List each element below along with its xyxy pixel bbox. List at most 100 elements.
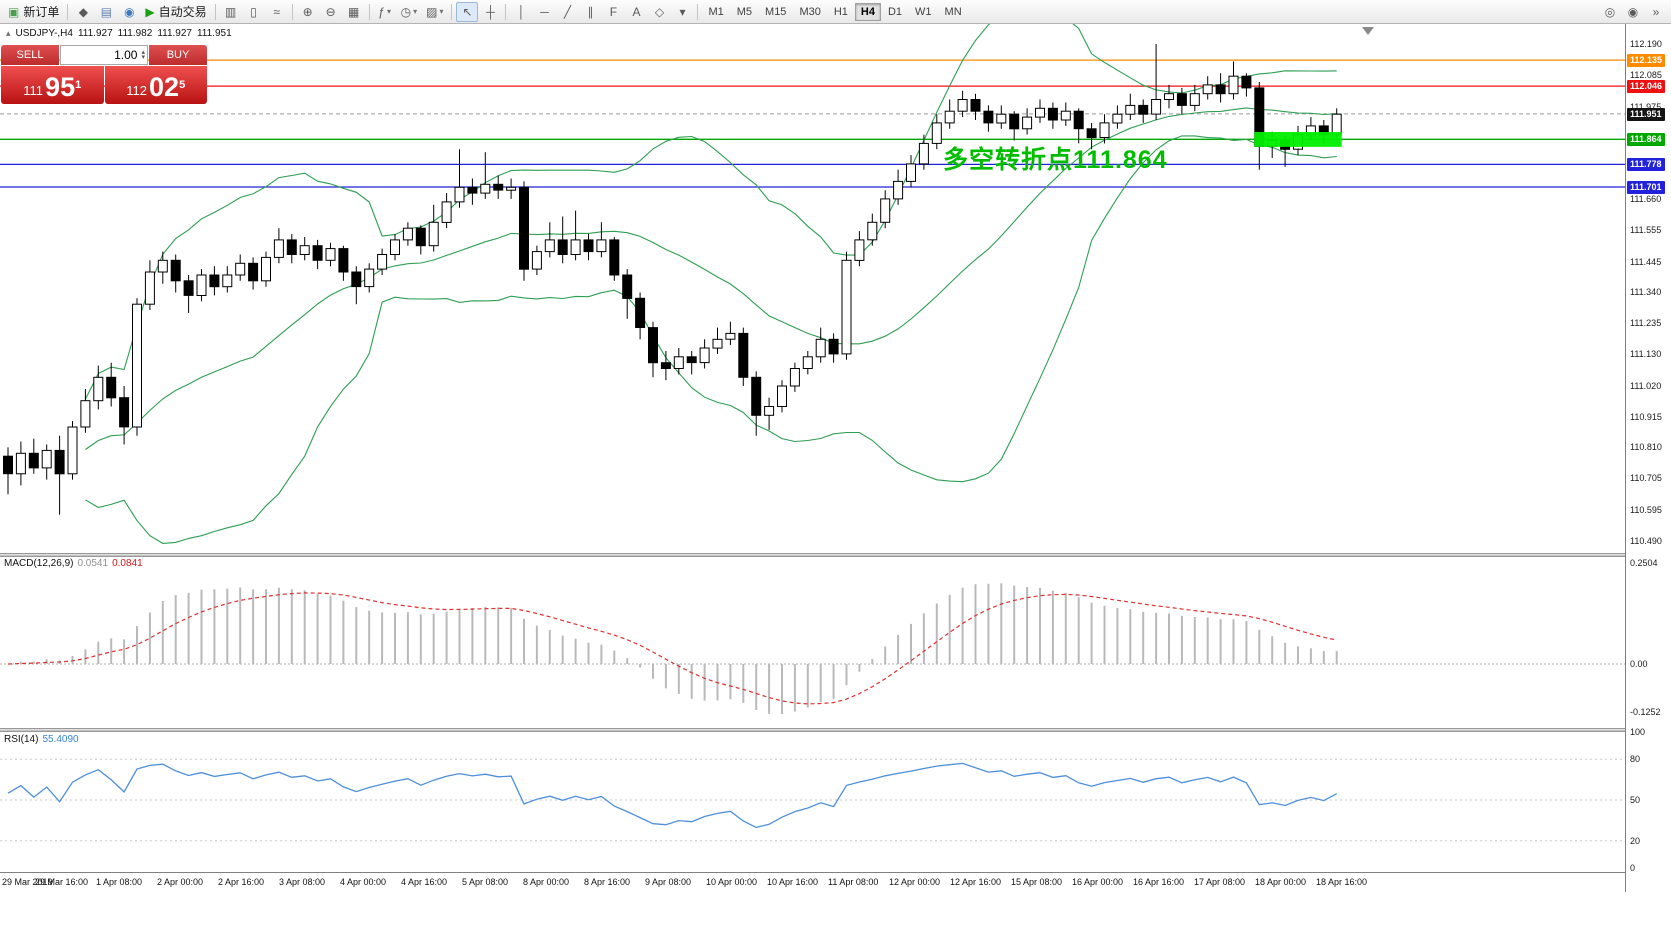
candle-chart-type-button[interactable]: ▯: [243, 2, 265, 22]
timeframe-m30-button[interactable]: M30: [799, 5, 821, 18]
autotrade-button[interactable]: ▶ 自动交易: [141, 2, 210, 22]
toolbar-separator: [451, 3, 453, 20]
line-chart-type-icon: ≈: [273, 4, 280, 19]
crosshair-button[interactable]: ┼: [479, 2, 501, 22]
price-tick: 110.810: [1630, 442, 1662, 452]
macd-scale-tick: 0.2504: [1630, 558, 1658, 568]
turning-point-annotation[interactable]: 多空转折点111.864: [943, 146, 1168, 174]
buy-button[interactable]: 112 02 5: [104, 66, 207, 104]
bar-chart-type-icon: ▥: [224, 4, 237, 19]
vertical-line-icon: │: [517, 4, 526, 19]
zoom-in-icon: ⊕: [302, 4, 313, 19]
timeframe-w1-button[interactable]: W1: [915, 5, 932, 18]
time-label: 16 Apr 00:00: [1072, 877, 1124, 887]
price-tick: 110.705: [1630, 473, 1662, 483]
candles: [3, 44, 1342, 515]
zoom-out-button[interactable]: ⊖: [320, 2, 342, 22]
periods-dropdown-icon[interactable]: ▾: [413, 7, 418, 16]
timeframe-mn-button[interactable]: MN: [944, 5, 962, 18]
new-order-button[interactable]: ▣ 新订单: [4, 2, 63, 22]
horizontal-level-lines[interactable]: [0, 59, 1625, 188]
buy-price-prefix: 112: [126, 83, 148, 98]
time-label: 29 Mar 16:00: [35, 877, 89, 887]
toolbar-separator: [368, 3, 370, 20]
time-label: 2 Apr 00:00: [157, 877, 204, 887]
volume-field[interactable]: 1.00 ▴ ▾: [60, 45, 148, 65]
timeframe-h1-button[interactable]: H1: [833, 5, 848, 18]
indicators-dropdown-icon[interactable]: ▾: [386, 7, 391, 16]
text-tool-icon: A: [632, 4, 641, 19]
zoom-in-button[interactable]: ⊕: [297, 2, 319, 22]
macd-signal-value: 0.0841: [112, 558, 143, 569]
search-icon-button[interactable]: ◎: [1599, 2, 1621, 22]
time-label: 2 Apr 16:00: [218, 877, 265, 887]
toolbar-separator: [697, 3, 699, 20]
sell-button[interactable]: 111 95 1: [1, 66, 104, 104]
volume-down-icon[interactable]: ▾: [141, 54, 145, 61]
navigator-icon-icon: ◉: [124, 4, 135, 19]
cursor-button[interactable]: ↖: [456, 1, 479, 22]
channel-icon: ∥: [587, 4, 594, 19]
timeframe-d1-button[interactable]: D1: [887, 5, 903, 18]
toolbar-overflow-icon-button[interactable]: »: [1645, 2, 1667, 22]
line-chart-type-button[interactable]: ≈: [266, 2, 288, 22]
periods-button[interactable]: ◷ ▾: [397, 2, 422, 22]
indicators-button[interactable]: ƒ ▾: [374, 2, 396, 22]
rsi-scale-tick: 0: [1630, 863, 1636, 873]
data-window-icon-button[interactable]: ▤: [95, 2, 117, 22]
toolbar-overflow-icon-icon: »: [1652, 4, 1660, 19]
navigator-icon-button[interactable]: ◉: [118, 2, 140, 22]
rsi-panel-divider[interactable]: [0, 728, 1671, 732]
fibonacci-icon: F: [609, 4, 618, 19]
toolbar: ▣ 新订单 ◆ ▤ ◉ ▶ 自动交易 ▥ ▯ ≈ ⊕ ⊖ ▦ ƒ ▾ ◷ ▾ ▨ ▾ ↖ ┼ │ ─ ╱ ∥ F A ◇ ▾ M1 M5 M1…: [0, 0, 1671, 24]
channel-button[interactable]: ∥: [579, 2, 601, 22]
symbol-ohlc-readout: ▴ USDJPY-,H4 111.927 111.982 111.927 111…: [6, 28, 232, 39]
sell-price-pip: 1: [75, 79, 82, 91]
timeframe-m5-button[interactable]: M5: [736, 5, 753, 18]
trendline-button[interactable]: ╱: [556, 2, 578, 22]
rsi-name: RSI(14): [4, 734, 39, 745]
time-label: 18 Apr 16:00: [1316, 877, 1368, 887]
price-scale[interactable]: 112.190 112.085 111.975 111.660 111.555 111.4…: [1625, 24, 1671, 892]
ohlc-close: 111.951: [196, 28, 232, 39]
macd-label: MACD(12,26,9) 0.0541 0.0841: [4, 558, 143, 569]
arrows-tool-button[interactable]: ◇: [648, 2, 670, 22]
volume-up-icon[interactable]: ▴: [141, 49, 145, 56]
timeframe-m1-button[interactable]: M1: [708, 5, 724, 18]
toolbar-separator: [214, 3, 216, 20]
sell-tab[interactable]: SELL: [1, 45, 59, 65]
horizontal-line-button[interactable]: ─: [533, 2, 555, 22]
tile-windows-icon: ▦: [347, 4, 360, 19]
rsi-scale-tick: 80: [1630, 754, 1641, 764]
vertical-line-button[interactable]: │: [510, 2, 532, 22]
rsi-scale-tick: 20: [1630, 836, 1641, 846]
market-watch-icon-button[interactable]: ◆: [72, 2, 94, 22]
bar-chart-type-button[interactable]: ▥: [220, 2, 242, 22]
rsi-scale-tick: 50: [1630, 795, 1641, 805]
templates-button[interactable]: ▨ ▾: [422, 2, 447, 22]
highlight-rect[interactable]: [1254, 132, 1342, 147]
data-window-icon-icon: ▤: [100, 4, 113, 19]
price-tick: 111.555: [1630, 225, 1662, 235]
ohlc-open: 111.927: [77, 28, 113, 39]
time-axis[interactable]: 29 Mar 2019 29 Mar 16:00 1 Apr 08:00 2 Apr …: [0, 872, 1625, 892]
templates-dropdown-icon[interactable]: ▾: [439, 7, 444, 16]
trendline-icon: ╱: [563, 4, 572, 19]
price-badge: 112.046: [1627, 80, 1666, 93]
text-tool-button[interactable]: A: [625, 2, 647, 22]
macd-panel-divider[interactable]: [0, 553, 1671, 557]
chart-window-icon: ▴: [6, 28, 11, 38]
timeframe-m15-button[interactable]: M15: [765, 5, 787, 18]
autotrade-button-label: 自动交易: [158, 5, 207, 19]
time-label: 18 Apr 00:00: [1255, 877, 1307, 887]
ohlc-low: 111.927: [157, 28, 192, 39]
tile-windows-button[interactable]: ▦: [343, 2, 365, 22]
fibonacci-button[interactable]: F: [602, 2, 624, 22]
timeframe-h4-button[interactable]: H4: [854, 2, 881, 21]
buy-tab[interactable]: BUY: [149, 45, 207, 65]
chart-shift-icon[interactable]: [1362, 27, 1374, 35]
mql5-community-icon-button[interactable]: ◉: [1622, 2, 1644, 22]
time-label: 10 Apr 16:00: [767, 877, 819, 887]
shapes-dropdown-button[interactable]: ▾: [671, 2, 693, 22]
